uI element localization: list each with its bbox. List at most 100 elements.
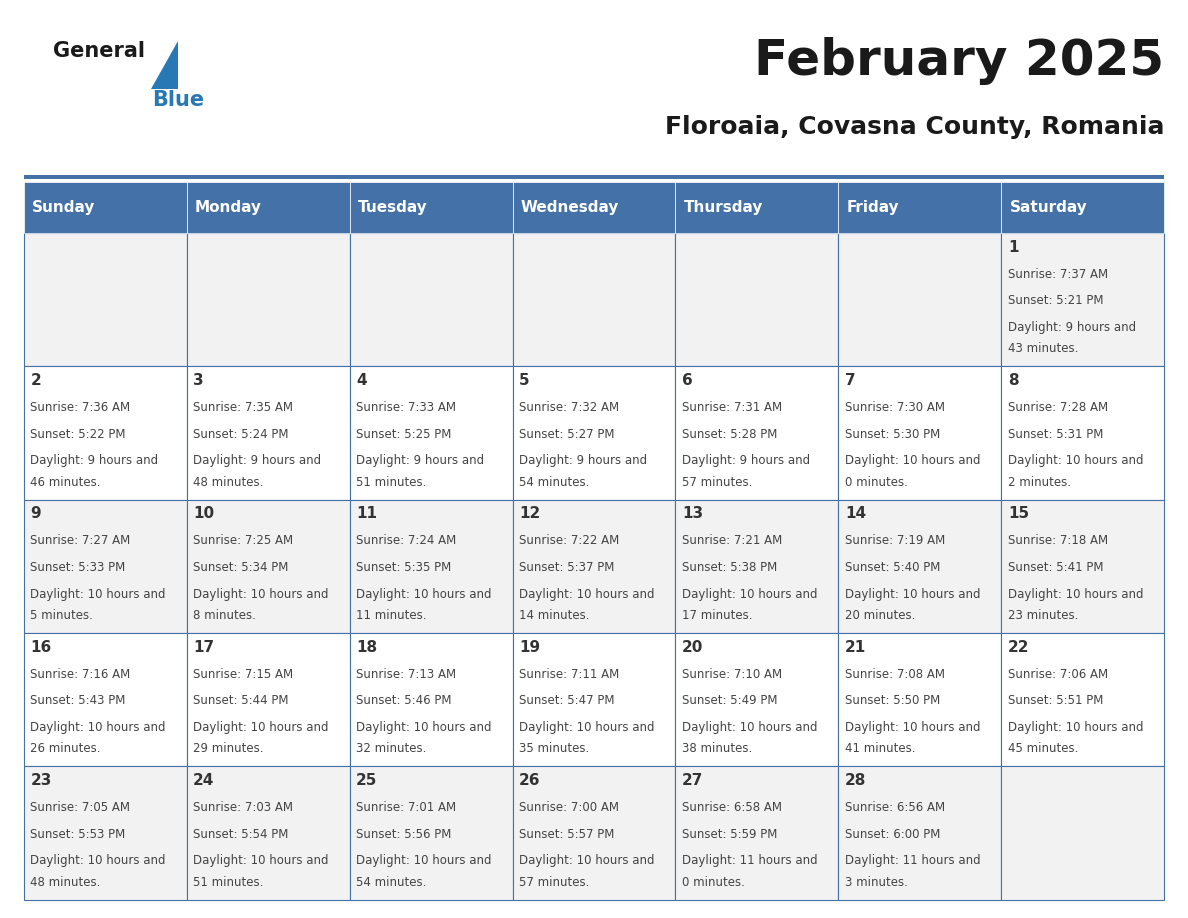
Text: Sunrise: 7:27 AM: Sunrise: 7:27 AM xyxy=(30,534,131,547)
Text: Daylight: 11 hours and: Daylight: 11 hours and xyxy=(682,855,817,868)
Text: Sunset: 5:28 PM: Sunset: 5:28 PM xyxy=(682,428,777,441)
Text: Daylight: 10 hours and: Daylight: 10 hours and xyxy=(682,721,817,734)
Text: Daylight: 10 hours and: Daylight: 10 hours and xyxy=(1007,721,1143,734)
Text: Daylight: 10 hours and: Daylight: 10 hours and xyxy=(30,588,166,600)
Text: 12: 12 xyxy=(519,507,541,521)
Text: Daylight: 11 hours and: Daylight: 11 hours and xyxy=(845,855,980,868)
Text: Daylight: 10 hours and: Daylight: 10 hours and xyxy=(1007,454,1143,467)
Bar xyxy=(24,175,1164,179)
Text: 51 minutes.: 51 minutes. xyxy=(194,876,264,889)
Text: Daylight: 10 hours and: Daylight: 10 hours and xyxy=(845,721,980,734)
Text: Sunset: 5:59 PM: Sunset: 5:59 PM xyxy=(682,828,777,841)
Text: Daylight: 10 hours and: Daylight: 10 hours and xyxy=(356,855,492,868)
Text: 5: 5 xyxy=(519,373,530,388)
Text: Sunrise: 6:56 AM: Sunrise: 6:56 AM xyxy=(845,801,944,814)
Text: Daylight: 10 hours and: Daylight: 10 hours and xyxy=(1007,588,1143,600)
Bar xyxy=(187,182,349,233)
Text: Sunrise: 7:05 AM: Sunrise: 7:05 AM xyxy=(30,801,131,814)
Bar xyxy=(24,499,187,633)
Text: 29 minutes.: 29 minutes. xyxy=(194,743,264,756)
Text: Sunset: 5:57 PM: Sunset: 5:57 PM xyxy=(519,828,614,841)
Text: 27: 27 xyxy=(682,773,703,788)
Bar xyxy=(676,366,839,499)
Bar xyxy=(1001,182,1164,233)
Text: 35 minutes.: 35 minutes. xyxy=(519,743,589,756)
Bar xyxy=(676,182,839,233)
Text: Sunset: 5:30 PM: Sunset: 5:30 PM xyxy=(845,428,940,441)
Text: Sunrise: 7:10 AM: Sunrise: 7:10 AM xyxy=(682,667,782,681)
Bar xyxy=(349,182,512,233)
Text: Sunrise: 7:08 AM: Sunrise: 7:08 AM xyxy=(845,667,944,681)
Text: Sunset: 5:37 PM: Sunset: 5:37 PM xyxy=(519,561,614,574)
Text: Daylight: 10 hours and: Daylight: 10 hours and xyxy=(356,721,492,734)
Text: 18: 18 xyxy=(356,640,378,655)
Polygon shape xyxy=(151,41,178,89)
Text: 32 minutes.: 32 minutes. xyxy=(356,743,426,756)
Text: Sunset: 5:49 PM: Sunset: 5:49 PM xyxy=(682,694,777,708)
Text: Sunrise: 7:37 AM: Sunrise: 7:37 AM xyxy=(1007,268,1108,281)
Bar xyxy=(1001,366,1164,499)
Text: Sunset: 5:54 PM: Sunset: 5:54 PM xyxy=(194,828,289,841)
Bar xyxy=(187,233,349,366)
Text: Sunrise: 7:35 AM: Sunrise: 7:35 AM xyxy=(194,401,293,414)
Text: Sunrise: 7:25 AM: Sunrise: 7:25 AM xyxy=(194,534,293,547)
Text: Daylight: 10 hours and: Daylight: 10 hours and xyxy=(845,588,980,600)
Bar xyxy=(349,633,512,767)
Text: Sunrise: 7:18 AM: Sunrise: 7:18 AM xyxy=(1007,534,1108,547)
Text: Thursday: Thursday xyxy=(683,200,763,215)
Text: Sunset: 5:56 PM: Sunset: 5:56 PM xyxy=(356,828,451,841)
Bar xyxy=(512,633,676,767)
Text: 17 minutes.: 17 minutes. xyxy=(682,609,752,622)
Text: General: General xyxy=(53,41,145,62)
Bar xyxy=(839,499,1001,633)
Text: 8 minutes.: 8 minutes. xyxy=(194,609,257,622)
Text: Daylight: 9 hours and: Daylight: 9 hours and xyxy=(356,454,485,467)
Text: 48 minutes.: 48 minutes. xyxy=(30,876,101,889)
Text: Daylight: 9 hours and: Daylight: 9 hours and xyxy=(519,454,647,467)
Text: Daylight: 10 hours and: Daylight: 10 hours and xyxy=(356,588,492,600)
Text: 1: 1 xyxy=(1007,240,1018,255)
Bar xyxy=(187,499,349,633)
Text: Sunset: 5:27 PM: Sunset: 5:27 PM xyxy=(519,428,614,441)
Text: Sunrise: 7:11 AM: Sunrise: 7:11 AM xyxy=(519,667,619,681)
Bar xyxy=(24,366,187,499)
Bar xyxy=(676,499,839,633)
Bar xyxy=(187,767,349,900)
Text: 45 minutes.: 45 minutes. xyxy=(1007,743,1079,756)
Text: Daylight: 10 hours and: Daylight: 10 hours and xyxy=(194,588,329,600)
Text: 26: 26 xyxy=(519,773,541,788)
Text: Sunset: 5:53 PM: Sunset: 5:53 PM xyxy=(30,828,126,841)
Text: Daylight: 9 hours and: Daylight: 9 hours and xyxy=(30,454,158,467)
Bar xyxy=(839,366,1001,499)
Text: Wednesday: Wednesday xyxy=(520,200,619,215)
Text: Sunset: 5:35 PM: Sunset: 5:35 PM xyxy=(356,561,451,574)
Bar xyxy=(1001,767,1164,900)
Text: Sunrise: 7:36 AM: Sunrise: 7:36 AM xyxy=(30,401,131,414)
Bar xyxy=(512,233,676,366)
Text: Sunrise: 7:19 AM: Sunrise: 7:19 AM xyxy=(845,534,946,547)
Text: 5 minutes.: 5 minutes. xyxy=(30,609,93,622)
Bar xyxy=(512,499,676,633)
Text: Sunset: 5:43 PM: Sunset: 5:43 PM xyxy=(30,694,126,708)
Text: 24: 24 xyxy=(194,773,215,788)
Text: 57 minutes.: 57 minutes. xyxy=(682,476,752,488)
Text: 10: 10 xyxy=(194,507,214,521)
Text: Sunset: 5:50 PM: Sunset: 5:50 PM xyxy=(845,694,940,708)
Bar xyxy=(187,633,349,767)
Bar xyxy=(676,233,839,366)
Text: Blue: Blue xyxy=(152,90,204,110)
Text: Sunset: 5:34 PM: Sunset: 5:34 PM xyxy=(194,561,289,574)
Bar xyxy=(1001,633,1164,767)
Text: 3 minutes.: 3 minutes. xyxy=(845,876,908,889)
Text: 9: 9 xyxy=(30,507,40,521)
Text: Sunrise: 7:32 AM: Sunrise: 7:32 AM xyxy=(519,401,619,414)
Bar xyxy=(1001,499,1164,633)
Text: 7: 7 xyxy=(845,373,855,388)
Text: 2 minutes.: 2 minutes. xyxy=(1007,476,1070,488)
Text: Sunrise: 7:24 AM: Sunrise: 7:24 AM xyxy=(356,534,456,547)
Text: Sunset: 6:00 PM: Sunset: 6:00 PM xyxy=(845,828,940,841)
Text: Tuesday: Tuesday xyxy=(358,200,428,215)
Text: Daylight: 9 hours and: Daylight: 9 hours and xyxy=(194,454,321,467)
Text: Sunrise: 7:06 AM: Sunrise: 7:06 AM xyxy=(1007,667,1108,681)
Text: 57 minutes.: 57 minutes. xyxy=(519,876,589,889)
